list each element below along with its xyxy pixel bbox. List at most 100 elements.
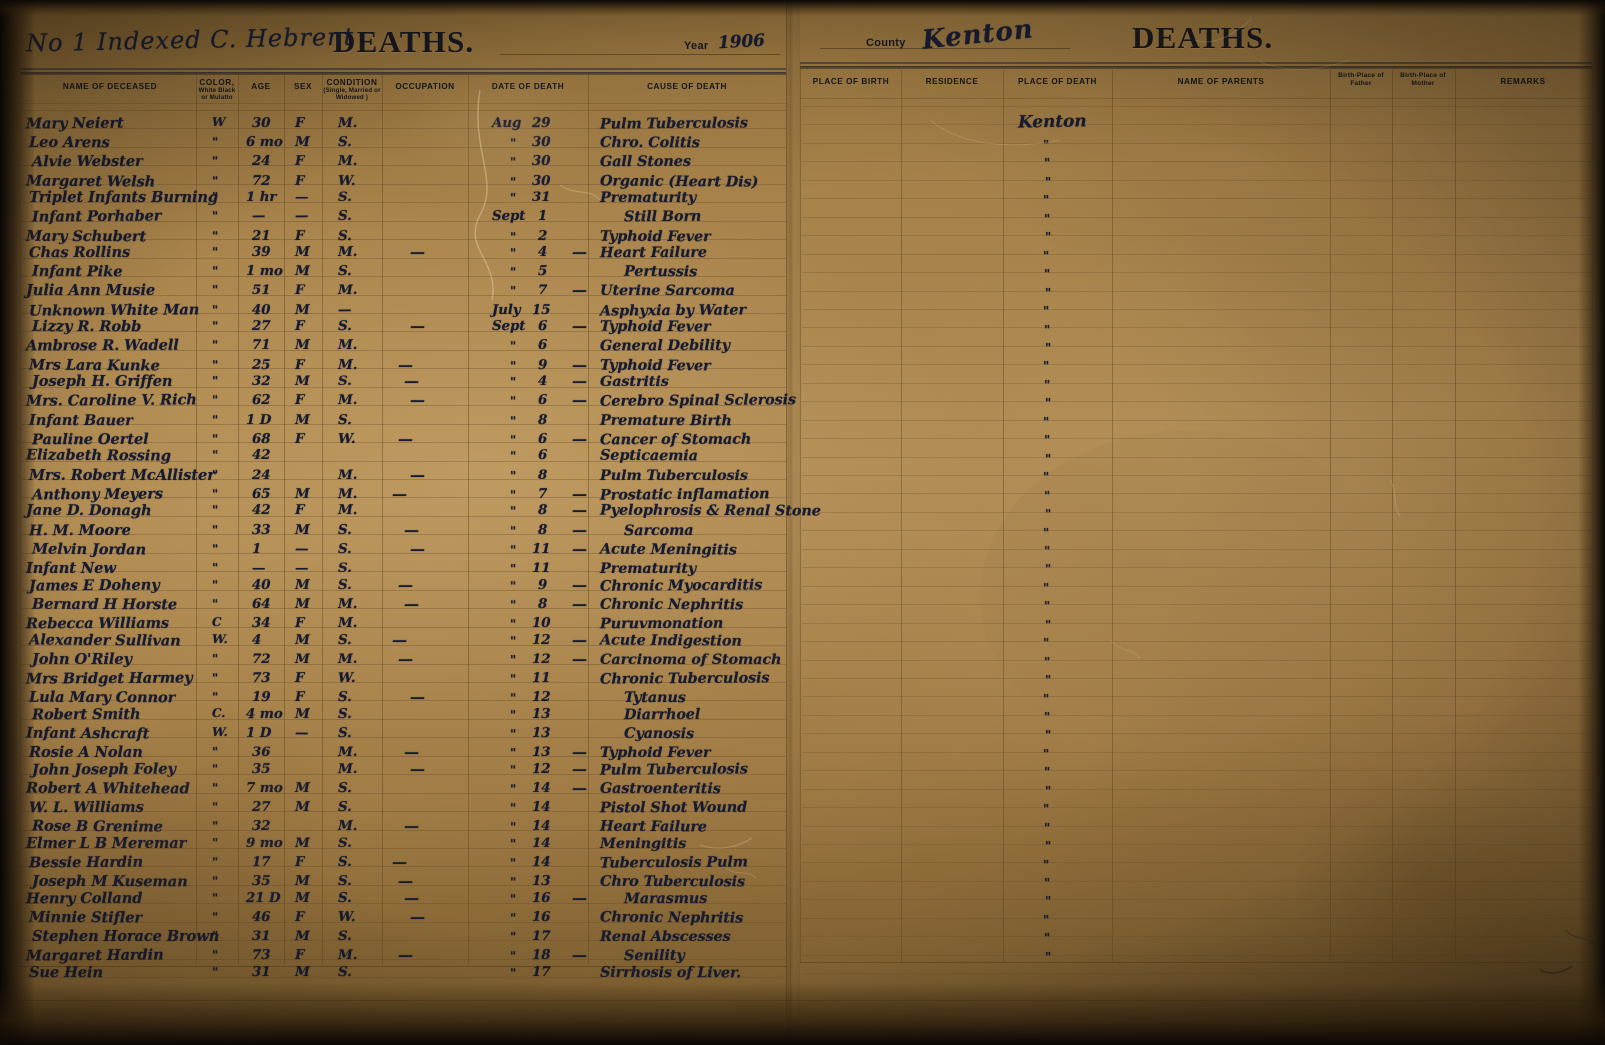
colhead-birthplace-mother: Birth-Place of Mother: [1393, 72, 1453, 87]
rule-line: [802, 936, 1592, 938]
cell-date-day: 7: [537, 485, 548, 502]
cell-name: Joseph H. Griffen: [32, 373, 173, 391]
cell-age: 6 mo: [245, 134, 283, 151]
colhead-color-label: COLOR,: [199, 78, 235, 87]
cell-date-day: 6: [537, 392, 548, 409]
cell-date-month: ": [510, 191, 517, 205]
cell-date-day: 17: [531, 963, 551, 980]
col-sep-sex-condition: [322, 74, 323, 964]
place-of-death-ditto: ": [1045, 285, 1052, 300]
rule-line: [802, 493, 1592, 495]
cell-date-day: 8: [538, 466, 548, 483]
colhead-bottom-rule-left: [20, 103, 786, 104]
rule-line: [802, 714, 1592, 716]
cell-date-month: ": [509, 432, 517, 447]
place-of-death-ditto: ": [1044, 931, 1051, 946]
cell-cause-dash: —: [572, 520, 587, 539]
cell-condition: S.: [337, 521, 352, 538]
cell-age: 71: [251, 337, 271, 354]
cell-color: ": [212, 283, 219, 298]
cell-cause-dash: —: [572, 575, 587, 594]
place-of-death-ditto: ": [1045, 396, 1052, 411]
cell-date-month: ": [509, 394, 517, 409]
cell-name: Mary Neiert: [25, 114, 124, 133]
cell-condition: S.: [338, 928, 352, 945]
cell-date-month: ": [509, 855, 517, 871]
cell-date-day: 30: [531, 134, 551, 151]
rule-line: [802, 807, 1592, 809]
cell-cause: Organic (Heart Dis): [599, 171, 759, 191]
cell-age: 21: [251, 227, 271, 244]
cell-sex: F: [294, 172, 305, 189]
cell-sex: M: [294, 134, 310, 151]
col-sep-age-sex: [284, 74, 285, 964]
cell-date-day: 14: [531, 798, 551, 816]
cell-date-month: ": [509, 781, 517, 796]
cell-name: Anthony Meyers: [31, 485, 163, 504]
cell-name: Mrs. Caroline V. Rich: [25, 391, 197, 411]
cell-sex: M: [294, 889, 310, 906]
cell-age: 39: [251, 243, 271, 261]
cell-date-month: ": [509, 691, 517, 706]
cell-date-month: Sept: [491, 208, 526, 225]
cell-color: ": [211, 319, 219, 334]
place-of-death-ditto: ": [1043, 525, 1050, 540]
cell-cause-dash: —: [572, 484, 587, 503]
cell-name: W. L. Williams: [28, 798, 144, 817]
cell-occupation: —: [410, 908, 425, 926]
cell-occupation: —: [404, 594, 419, 613]
col-sep-occupation-date: [468, 74, 469, 964]
cell-age: 30: [251, 114, 271, 131]
colhead-birthplace-father-label: Birth-Place of: [1338, 72, 1384, 79]
cell-age: 19: [251, 689, 271, 706]
cell-date-day: 14: [531, 853, 551, 871]
cell-date-day: 6: [537, 430, 548, 447]
cell-age: 32: [252, 373, 271, 390]
cell-age: 4: [251, 631, 262, 648]
cell-age: 33: [251, 521, 271, 538]
cell-age: 1 D: [245, 724, 272, 741]
colhead-color-sub: White Black or Mulatto: [198, 87, 236, 102]
cell-occupation: —: [398, 649, 413, 668]
cell-condition: S.: [337, 631, 352, 648]
cell-condition: M.: [337, 356, 358, 373]
cell-sex: M: [295, 373, 310, 390]
cell-cause: Pertussis: [623, 262, 698, 281]
cell-date-day: 30: [531, 172, 551, 189]
cell-condition: M.: [338, 744, 358, 761]
cell-sex: M: [295, 928, 310, 945]
rule-line: [802, 179, 1592, 181]
cell-condition: S.: [337, 318, 352, 335]
cell-age: —: [251, 208, 266, 225]
cell-name: John Joseph Foley: [31, 760, 176, 779]
rule-line: [802, 899, 1592, 901]
rule-line: [802, 456, 1592, 458]
place-of-death-ditto: ": [1043, 470, 1050, 485]
cell-age: 34: [251, 614, 271, 631]
place-of-death-ditto: ": [1045, 949, 1052, 964]
cell-cause-dash: —: [572, 594, 587, 613]
cell-date-month: ": [509, 707, 517, 722]
rule-line: [802, 770, 1592, 772]
cell-name: Bernard H Horste: [31, 595, 178, 613]
cell-condition: S.: [338, 189, 352, 205]
year-blank-line: [500, 54, 780, 55]
rule-line: [802, 327, 1592, 329]
cell-age: 17: [251, 853, 271, 871]
cell-occupation: —: [404, 743, 419, 762]
rule-line: [802, 954, 1592, 956]
cell-date-day: 13: [531, 705, 551, 722]
cell-date-day: 30: [531, 153, 551, 170]
page-edge-bottom-shadow: [0, 983, 1605, 1045]
cell-cause-dash: —: [572, 539, 587, 558]
rule-line: [802, 788, 1592, 790]
cell-sex: M: [294, 595, 310, 612]
cell-name: Stephen Horace Brown: [32, 928, 220, 946]
cell-condition: W.: [337, 908, 356, 926]
cell-condition: M.: [337, 614, 358, 631]
colhead-date-of-death: DATE OF DEATH: [469, 82, 587, 91]
cell-sex: M: [294, 779, 310, 796]
right-page-title: DEATHS.: [1132, 20, 1274, 55]
col-sep-name-color: [196, 74, 197, 964]
